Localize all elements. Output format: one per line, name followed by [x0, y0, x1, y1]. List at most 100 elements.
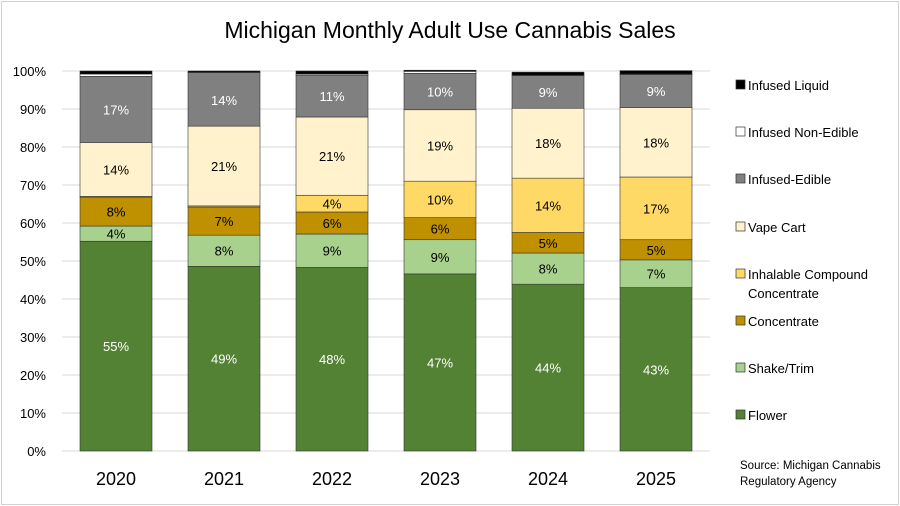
- bar-segment: [403, 72, 477, 111]
- x-tick-label: 2020: [96, 469, 136, 489]
- data-label: 11%: [319, 89, 344, 104]
- bars: 55% 4% 8% 14% 17% 49% 8% 7% 21% 14% 48% 9% 6% 4% 21% 11…: [79, 69, 693, 452]
- legend-swatch: [735, 315, 746, 326]
- data-label: 8%: [539, 262, 558, 277]
- data-label: 14%: [535, 198, 561, 213]
- bar-segment: [79, 142, 153, 197]
- legend-item: Infused-Edible: [735, 172, 831, 187]
- data-label: 10%: [427, 192, 453, 207]
- y-tick-label: 80%: [20, 140, 46, 155]
- data-label: 43%: [643, 362, 669, 377]
- data-label: 18%: [643, 135, 669, 150]
- legend-item: Concentrate: [735, 314, 819, 329]
- bar-segment: [619, 287, 693, 452]
- y-tick-label: 40%: [20, 292, 46, 307]
- legend-label: Infused Non-Edible: [748, 125, 859, 140]
- data-label: 9%: [431, 250, 450, 265]
- x-tick-label: 2021: [204, 469, 244, 489]
- legend-item: Vape Cart: [735, 220, 806, 235]
- bar-segment: [295, 233, 369, 268]
- bar-segment: [619, 74, 693, 108]
- bar-segment: [403, 273, 477, 452]
- y-tick-label: 100%: [13, 64, 47, 79]
- x-tick-label: 2025: [636, 469, 676, 489]
- data-label: 6%: [323, 216, 342, 231]
- source-note-line2: Regulatory Agency: [740, 476, 837, 488]
- bar-segment: [79, 196, 153, 227]
- data-label: 14%: [103, 162, 129, 177]
- bar-segment: [295, 74, 369, 118]
- source-note-line1: Source: Michigan Cannabis: [740, 460, 881, 472]
- legend-label: Infused Liquid: [748, 78, 829, 93]
- data-label: 4%: [107, 227, 126, 242]
- legend-label: Shake/Trim: [748, 361, 814, 376]
- legend-item: Infused Liquid: [735, 78, 829, 93]
- data-label: 17%: [643, 201, 669, 216]
- data-label: 21%: [211, 159, 237, 174]
- data-label: 55%: [103, 339, 129, 354]
- bar-segment: [511, 75, 585, 109]
- data-label: 8%: [107, 205, 126, 220]
- bar-segment: [187, 206, 261, 236]
- bar-segment: [511, 283, 585, 452]
- data-label: 48%: [319, 352, 345, 367]
- gridlines: [62, 70, 710, 452]
- legend-label: Vape Cart: [748, 220, 806, 235]
- bar-stack-2020: 55% 4% 8% 14% 17%: [79, 70, 153, 452]
- data-label: 19%: [427, 138, 453, 153]
- data-label: 9%: [647, 84, 666, 99]
- x-tick-label: 2024: [528, 469, 568, 489]
- data-label: 10%: [427, 85, 453, 100]
- bar-segment: [187, 70, 261, 73]
- data-label: 47%: [427, 355, 453, 370]
- legend-item: Flower: [735, 408, 788, 423]
- data-label: 5%: [647, 243, 666, 258]
- bar-stack-2022: 48% 9% 6% 4% 21% 11%: [295, 70, 369, 452]
- y-tick-label: 0%: [27, 444, 46, 459]
- bar-segment: [511, 107, 585, 179]
- bar-segment: [295, 70, 369, 75]
- y-tick-label: 30%: [20, 330, 46, 345]
- data-label: 9%: [323, 244, 342, 259]
- bar-segment: [79, 76, 153, 143]
- legend-swatch: [735, 268, 746, 279]
- legend-label: Concentrate: [748, 314, 819, 329]
- y-tick-label: 90%: [20, 102, 46, 117]
- y-tick-label: 70%: [20, 178, 46, 193]
- bar-segment: [187, 234, 261, 267]
- y-tick-label: 50%: [20, 254, 46, 269]
- bar-segment: [295, 116, 369, 196]
- bar-segment: [403, 239, 477, 275]
- legend-swatch: [735, 173, 746, 184]
- legend-label: Inhalable Compound Concentrate: [748, 267, 868, 301]
- data-label: 44%: [535, 361, 561, 376]
- legend-swatch: [735, 409, 746, 420]
- bar-segment: [619, 259, 693, 288]
- y-axis-ticks: 0% 10% 20% 30% 40% 50% 60% 70% 80% 90% 100%: [13, 64, 47, 459]
- legend-swatch: [735, 221, 746, 232]
- data-label: 5%: [539, 236, 558, 251]
- bar-segment: [403, 180, 477, 218]
- bar-stack-2023: 47% 9% 6% 10% 19% 10%: [403, 69, 477, 452]
- y-tick-label: 10%: [20, 406, 46, 421]
- data-label: 4%: [323, 197, 342, 212]
- data-label: 7%: [215, 214, 234, 229]
- legend: Infused Liquid Infused Non-Edible Infused-…: [735, 78, 868, 423]
- x-tick-label: 2023: [420, 469, 460, 489]
- bar-segment: [295, 267, 369, 452]
- bar-segment: [511, 177, 585, 233]
- data-label: 18%: [535, 136, 561, 151]
- bar-segment: [187, 266, 261, 452]
- data-label: 8%: [215, 244, 234, 259]
- data-label: 7%: [647, 267, 666, 282]
- data-label: 17%: [103, 102, 129, 117]
- legend-item: Shake/Trim: [735, 361, 814, 376]
- bar-stack-2021: 49% 8% 7% 21% 14%: [187, 70, 261, 452]
- data-label: 14%: [211, 93, 237, 108]
- chart-title: Michigan Monthly Adult Use Cannabis Sale…: [224, 17, 675, 43]
- y-tick-label: 20%: [20, 368, 46, 383]
- legend-swatch: [735, 79, 746, 90]
- data-label: 49%: [211, 352, 237, 367]
- bar-segment: [187, 125, 261, 207]
